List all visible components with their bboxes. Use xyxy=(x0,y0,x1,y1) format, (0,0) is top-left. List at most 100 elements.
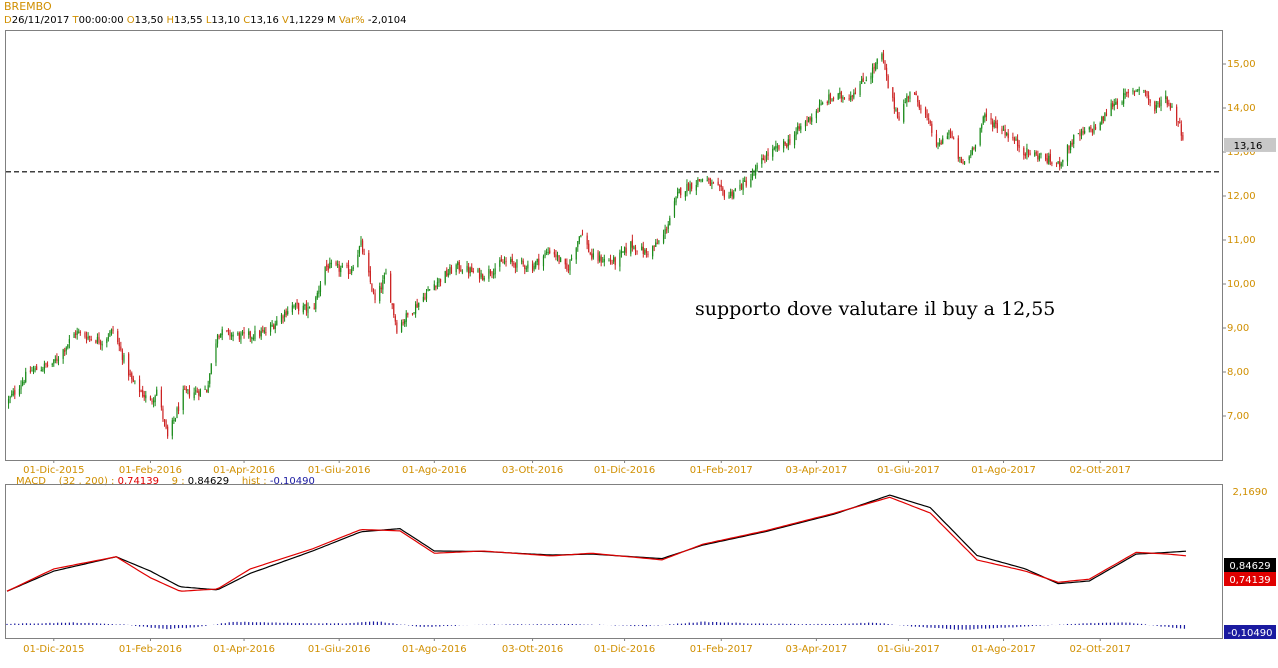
candle-body xyxy=(929,121,931,124)
candle-body xyxy=(34,367,36,371)
candle-body xyxy=(204,389,206,391)
candle-body xyxy=(937,143,939,146)
candle-body xyxy=(128,353,130,376)
candle-body xyxy=(121,350,124,360)
candle-body xyxy=(138,379,141,393)
candle-body xyxy=(480,273,482,278)
candle-body xyxy=(850,96,852,100)
candle-body xyxy=(631,239,633,248)
candle-body xyxy=(832,97,835,100)
candle-body xyxy=(818,104,821,112)
candle-body xyxy=(733,192,735,198)
candle-body xyxy=(784,141,786,145)
macd-readout: MACD (32 , 200) : 0,74139 9 : 0,84629 hi… xyxy=(16,476,315,487)
candle-body xyxy=(1048,155,1050,164)
candle-body xyxy=(427,288,429,292)
candle-body xyxy=(831,98,833,102)
candle-body xyxy=(1068,145,1070,150)
candle-body xyxy=(644,249,646,255)
candle-body xyxy=(995,121,997,124)
candle-body xyxy=(695,184,697,191)
candle-body xyxy=(469,267,471,273)
candle-body xyxy=(433,284,435,291)
candle-body xyxy=(134,380,136,382)
candle-body xyxy=(842,96,844,99)
candle-body xyxy=(676,192,679,197)
candle-body xyxy=(555,254,557,258)
candle-body xyxy=(51,363,53,365)
candle-body xyxy=(458,261,460,271)
candle-body xyxy=(25,371,27,383)
candle-body xyxy=(669,218,671,226)
candle-body xyxy=(1138,89,1140,91)
hist-value: -0,10490 xyxy=(269,476,315,487)
candle-body xyxy=(789,139,791,144)
candle-body xyxy=(1082,130,1084,134)
candle-body xyxy=(861,79,863,84)
candle-body xyxy=(1133,91,1136,93)
candle-body xyxy=(296,302,298,305)
candle-body xyxy=(84,332,86,337)
candle-body xyxy=(948,130,950,135)
candle-body xyxy=(719,185,721,187)
price-x-tick-label: 01-Giu-2017 xyxy=(877,465,940,476)
candle-body xyxy=(143,395,145,398)
candle-body xyxy=(391,303,393,305)
candle-body xyxy=(394,316,396,322)
candle-body xyxy=(307,307,309,313)
candle-body xyxy=(804,121,807,127)
macd-x-tick-label: 01-Apr-2016 xyxy=(213,644,275,655)
candle-body xyxy=(906,95,908,103)
macd-line xyxy=(6,496,1187,592)
candle-body xyxy=(230,334,233,337)
candle-body xyxy=(806,120,808,122)
candle-body xyxy=(1112,102,1114,107)
candle-body xyxy=(468,267,470,274)
candle-body xyxy=(722,187,724,191)
candle-body xyxy=(1182,134,1184,140)
candle-body xyxy=(422,296,424,302)
candle-body xyxy=(1071,142,1073,145)
candle-body xyxy=(709,178,711,186)
candle-body xyxy=(984,114,986,118)
candle-body xyxy=(76,331,78,335)
candle-body xyxy=(215,343,217,363)
candle-body xyxy=(98,337,100,343)
candle-body xyxy=(489,270,492,274)
candle-body xyxy=(522,260,524,265)
candle-body xyxy=(352,267,354,270)
candle-body xyxy=(772,149,774,157)
candle-body xyxy=(578,236,580,242)
candle-body xyxy=(689,184,691,193)
candle-body xyxy=(1099,122,1101,131)
candle-body xyxy=(210,363,212,374)
candle-body xyxy=(149,396,152,401)
price-x-tick-label: 01-Ago-2016 xyxy=(402,465,467,476)
candle-body xyxy=(798,126,800,129)
candle-body xyxy=(110,329,113,334)
candle-body xyxy=(75,333,77,335)
candle-body xyxy=(218,335,220,338)
candle-body xyxy=(647,253,649,255)
candle-body xyxy=(1179,122,1181,124)
candle-body xyxy=(361,240,364,253)
macd-x-tick-label: 03-Apr-2017 xyxy=(785,644,847,655)
candle-body xyxy=(1029,152,1031,156)
candle-body xyxy=(917,95,919,103)
candle-body xyxy=(839,92,841,95)
candle-body xyxy=(282,316,284,319)
candle-body xyxy=(1124,93,1126,95)
last-price-marker xyxy=(1224,137,1276,152)
candle-body xyxy=(783,140,785,149)
candle-body xyxy=(78,331,80,333)
macd-pane-frame xyxy=(5,484,1223,639)
candle-body xyxy=(963,161,966,165)
candle-body xyxy=(599,255,601,261)
candle-body xyxy=(285,310,287,316)
candle-body xyxy=(1035,152,1037,154)
candle-body xyxy=(1001,128,1003,132)
candle-body xyxy=(12,391,14,396)
candle-body xyxy=(380,287,382,290)
candle-body xyxy=(90,339,92,341)
candle-body xyxy=(416,303,418,308)
